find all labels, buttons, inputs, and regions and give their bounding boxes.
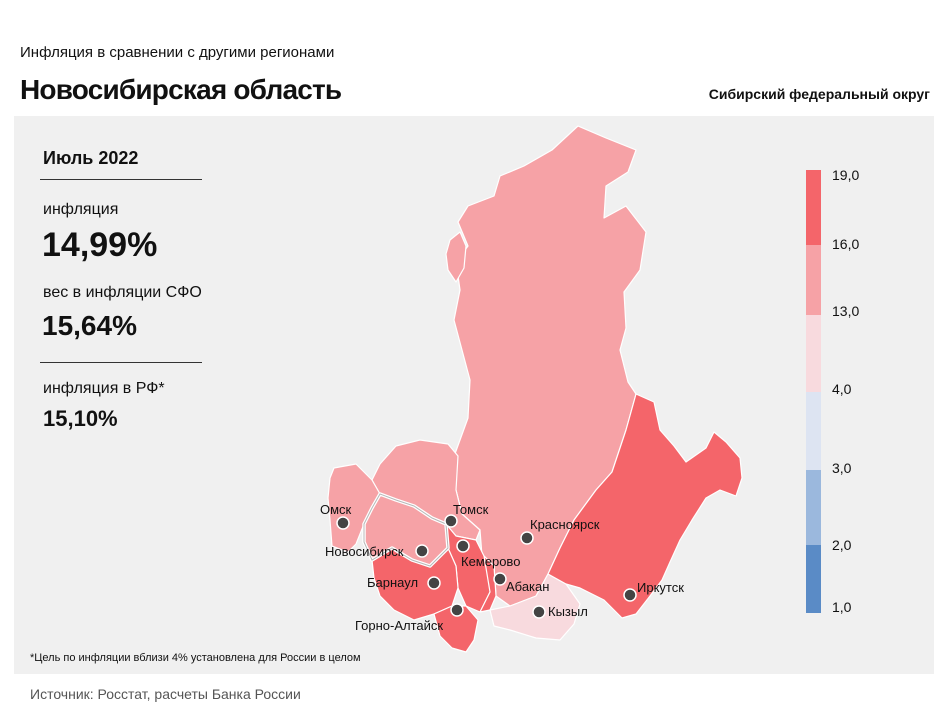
- city-label-tomsk: Томск: [453, 502, 489, 517]
- legend-tick: 16,0: [832, 236, 859, 252]
- chart-supertitle: Инфляция в сравнении с другими регионами: [20, 44, 335, 61]
- legend-band-2: [806, 245, 821, 315]
- city-dot-kemerovo: [456, 539, 470, 553]
- city-dot-barnaul: [427, 576, 441, 590]
- city-dot-irkutsk: [623, 588, 637, 602]
- legend-band-3: [806, 315, 821, 392]
- region-novosibirsk-shadow: [363, 493, 449, 567]
- legend: 19,0 16,0 13,0 4,0 3,0 2,0 1,0: [806, 167, 859, 615]
- region-omsk: [327, 463, 381, 553]
- legend-band-5: [806, 470, 821, 545]
- region-title: Новосибирская область: [20, 74, 342, 105]
- footnote: *Цель по инфляции вблизи 4% установлена …: [30, 652, 361, 664]
- city-dot-omsk: [336, 516, 350, 530]
- city-label-novosibirsk: Новосибирск: [325, 544, 404, 559]
- period-label: Июль 2022: [43, 148, 139, 168]
- city-dot-abakan: [493, 572, 507, 586]
- legend-band-6: [806, 545, 821, 613]
- legend-tick: 2,0: [832, 537, 852, 553]
- city-label-gorno-altaysk: Горно-Алтайск: [355, 618, 443, 633]
- divider: [40, 362, 202, 363]
- city-dot-novosibirsk: [415, 544, 429, 558]
- city-label-krasnoyarsk: Красноярск: [530, 517, 600, 532]
- city-label-barnaul: Барнаул: [367, 575, 418, 590]
- legend-tick: 19,0: [832, 167, 859, 183]
- weight-value: 15,64%: [42, 310, 137, 341]
- city-label-irkutsk: Иркутск: [637, 580, 684, 595]
- district-title: Сибирский федеральный округ: [708, 86, 930, 102]
- region-irkutsk: [547, 393, 743, 619]
- legend-tick: 3,0: [832, 460, 852, 476]
- city-label-kemerovo: Кемерово: [461, 554, 520, 569]
- rf-inflation-value: 15,10%: [43, 406, 118, 431]
- divider: [40, 179, 202, 180]
- weight-label: вес в инфляции СФО: [43, 284, 202, 301]
- city-dot-tomsk: [444, 514, 458, 528]
- city-dot-krasnoyarsk: [520, 531, 534, 545]
- legend-band-4: [806, 392, 821, 470]
- city-label-abakan: Абакан: [506, 579, 549, 594]
- rf-inflation-label: инфляция в РФ*: [43, 380, 165, 397]
- city-dot-gorno-altaysk: [450, 603, 464, 617]
- source-note: Источник: Росстат, расчеты Банка России: [30, 686, 301, 702]
- inflation-label: инфляция: [43, 201, 119, 218]
- legend-tick: 4,0: [832, 381, 852, 397]
- city-label-kyzyl: Кызыл: [548, 604, 588, 619]
- city-label-omsk: Омск: [320, 502, 352, 517]
- legend-tick: 13,0: [832, 303, 859, 319]
- inflation-value: 14,99%: [42, 226, 158, 264]
- legend-tick: 1,0: [832, 599, 852, 615]
- legend-band-1: [806, 170, 821, 245]
- region-gydan: [445, 231, 467, 283]
- city-dot-kyzyl: [532, 605, 546, 619]
